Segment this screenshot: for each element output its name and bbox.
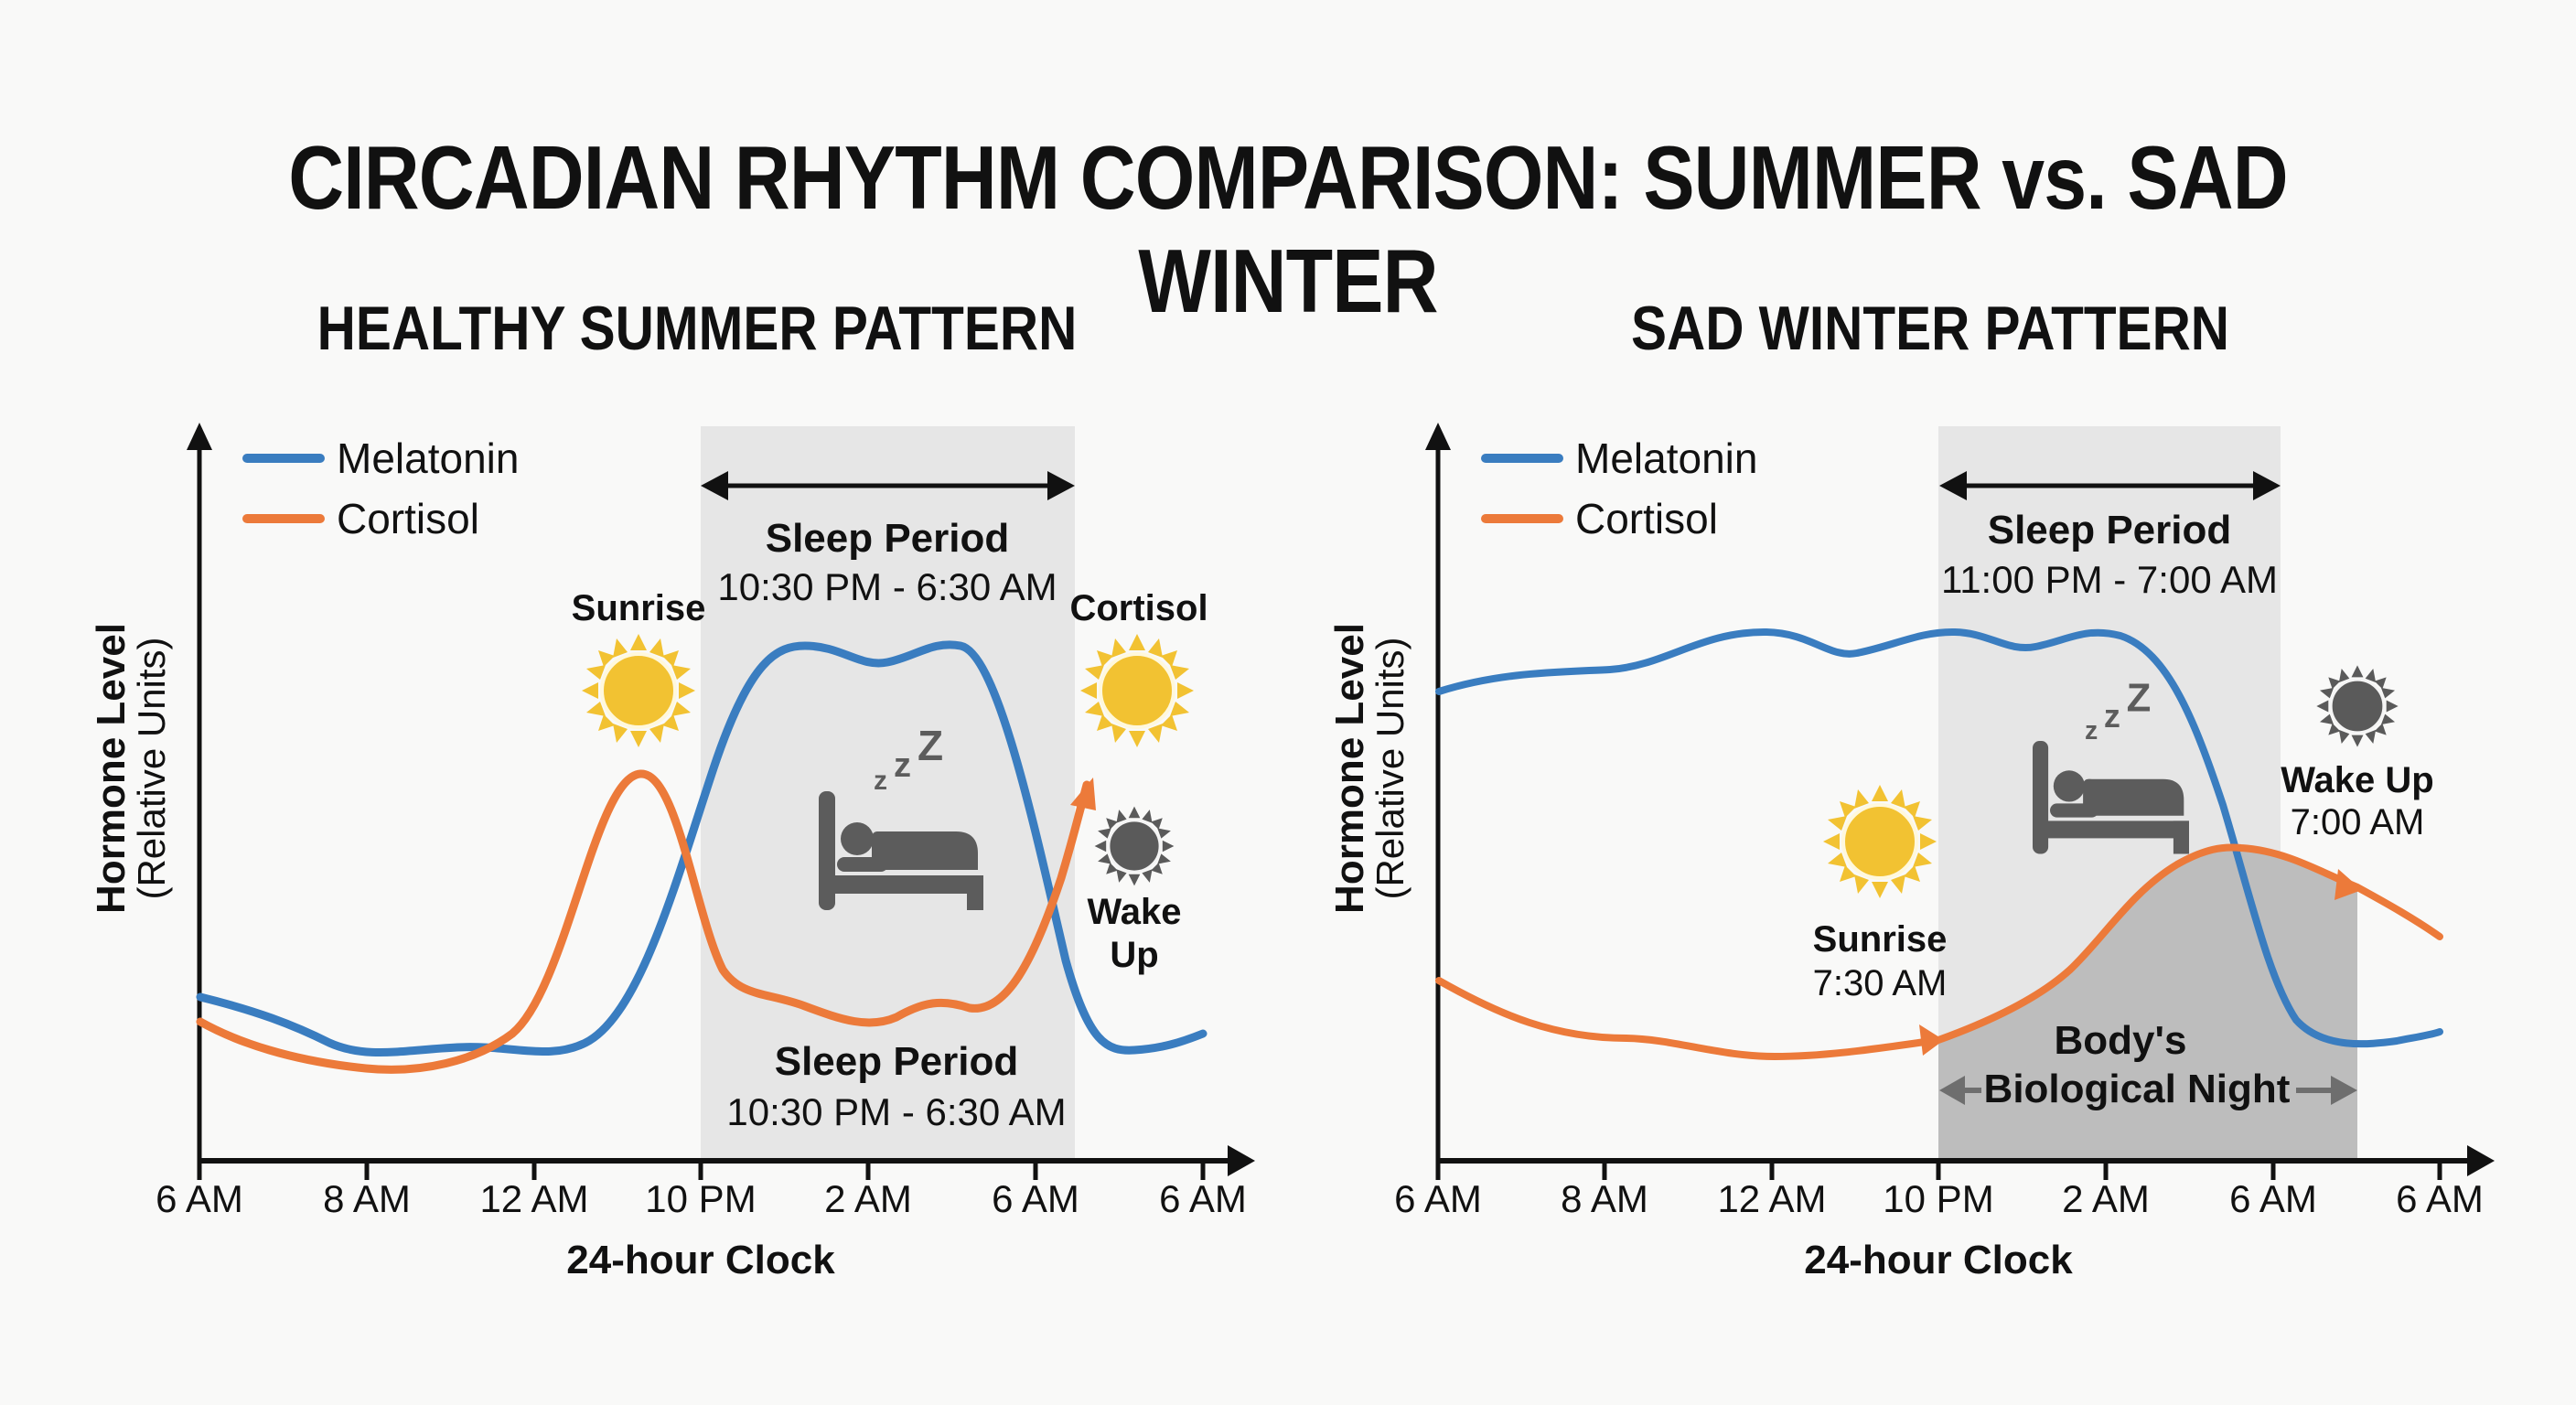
dark-sun-icon bbox=[2316, 665, 2399, 747]
biological-night-shade bbox=[1938, 847, 2357, 1161]
x-axis-arrow-icon bbox=[1228, 1145, 1255, 1176]
sleeping-bed-icon: z z Z bbox=[819, 722, 983, 910]
sun-icon bbox=[1823, 785, 1937, 898]
cortisol-arrow-icon bbox=[1070, 778, 1096, 810]
y-axis-arrow-icon bbox=[187, 423, 212, 450]
svg-text:z: z bbox=[874, 766, 887, 796]
sleep-period-title: Sleep Period bbox=[1988, 508, 2232, 552]
summer-chart: Sleep Period 10:30 PM - 6:30 AM Sleep Pe… bbox=[89, 423, 1255, 1282]
svg-text:z: z bbox=[2104, 697, 2120, 735]
sleep-period-arrow bbox=[701, 471, 1075, 500]
sun-icon bbox=[1080, 634, 1194, 747]
x-tick: 12 AM bbox=[1717, 1177, 1826, 1220]
sunrise-label: Sunrise bbox=[1813, 919, 1948, 960]
legend-cortisol-label: Cortisol bbox=[337, 495, 479, 542]
x-tick: 6 AM bbox=[2396, 1177, 2484, 1220]
biological-night-arrow bbox=[1939, 1076, 2357, 1105]
summer-subtitle: HEALTHY SUMMER PATTERN bbox=[317, 294, 1078, 363]
dark-sun-icon bbox=[1094, 806, 1175, 886]
y-axis-sublabel: (Relative Units) bbox=[130, 637, 173, 899]
wake-up-label: Wake Up bbox=[2281, 760, 2433, 800]
x-axis-label: 24-hour Clock bbox=[566, 1238, 835, 1282]
melatonin-curve bbox=[196, 640, 1208, 1056]
cortisol-annotation-label: Cortisol bbox=[1069, 588, 1208, 628]
svg-text:z: z bbox=[2085, 716, 2098, 745]
sunrise-time: 7:30 AM bbox=[1813, 963, 1948, 1003]
x-tick: 6 AM bbox=[2229, 1177, 2317, 1220]
x-tick: 6 AM bbox=[992, 1177, 1079, 1220]
wake-up-label-2: Up bbox=[1110, 935, 1158, 975]
y-axis-label: Hormone Level bbox=[89, 623, 134, 914]
sleep-period-title-bottom: Sleep Period bbox=[775, 1039, 1019, 1084]
legend-melatonin-label: Melatonin bbox=[1575, 434, 1757, 482]
y-axis-arrow-icon bbox=[1425, 423, 1451, 450]
winter-chart: Sleep Period 11:00 PM - 7:00 AM 6 AM 8 A… bbox=[1327, 423, 2495, 1282]
x-tick: 12 AM bbox=[479, 1177, 588, 1220]
x-axis-arrow-icon bbox=[2467, 1145, 2495, 1176]
sun-icon bbox=[582, 634, 695, 747]
sleep-period-arrow bbox=[1939, 471, 2281, 500]
cortisol-arrow-icon bbox=[1919, 1024, 1944, 1056]
sleeping-bed-icon: z z Z bbox=[2033, 676, 2189, 854]
sleep-period-range: 10:30 PM - 6:30 AM bbox=[717, 565, 1057, 608]
biological-night-label: Body's bbox=[2055, 1018, 2187, 1063]
wake-up-label: Wake bbox=[1087, 892, 1181, 932]
winter-subtitle: SAD WINTER PATTERN bbox=[1630, 294, 2230, 363]
x-tick: 6 AM bbox=[1159, 1177, 1247, 1220]
wake-up-time: 7:00 AM bbox=[2291, 802, 2425, 842]
x-tick: 2 AM bbox=[2062, 1177, 2150, 1220]
cortisol-curve bbox=[1435, 843, 2443, 1061]
sleep-period-title: Sleep Period bbox=[766, 516, 1010, 561]
sleep-period-range-bottom: 10:30 PM - 6:30 AM bbox=[726, 1090, 1066, 1133]
x-tick: 6 AM bbox=[156, 1177, 243, 1220]
svg-text:Z: Z bbox=[918, 722, 943, 769]
biological-night-label-2: Biological Night bbox=[1984, 1067, 2291, 1111]
x-tick: 2 AM bbox=[824, 1177, 912, 1220]
legend-melatonin-label: Melatonin bbox=[337, 434, 519, 482]
cortisol-curve bbox=[196, 769, 1091, 1074]
sunrise-label: Sunrise bbox=[572, 588, 706, 628]
svg-text:z: z bbox=[894, 746, 911, 785]
cortisol-arrow-icon bbox=[2334, 869, 2362, 900]
melatonin-curve bbox=[1435, 627, 2443, 1048]
x-tick: 8 AM bbox=[323, 1177, 411, 1220]
svg-text:Z: Z bbox=[2127, 676, 2152, 721]
x-tick: 10 PM bbox=[1883, 1177, 1993, 1220]
sleep-period-range: 11:00 PM - 7:00 AM bbox=[1941, 558, 2278, 601]
x-tick: 6 AM bbox=[1394, 1177, 1482, 1220]
page-title: CIRCADIAN RHYTHM COMPARISON: SUMMER vs. … bbox=[288, 127, 2288, 331]
legend-cortisol-label: Cortisol bbox=[1575, 495, 1718, 542]
x-axis-label: 24-hour Clock bbox=[1804, 1238, 2073, 1282]
x-tick: 8 AM bbox=[1561, 1177, 1648, 1220]
y-axis-label: Hormone Level bbox=[1327, 623, 1372, 914]
y-axis-sublabel: (Relative Units) bbox=[1368, 637, 1411, 899]
sleep-period-shade bbox=[701, 426, 1075, 1161]
x-tick: 10 PM bbox=[645, 1177, 756, 1220]
